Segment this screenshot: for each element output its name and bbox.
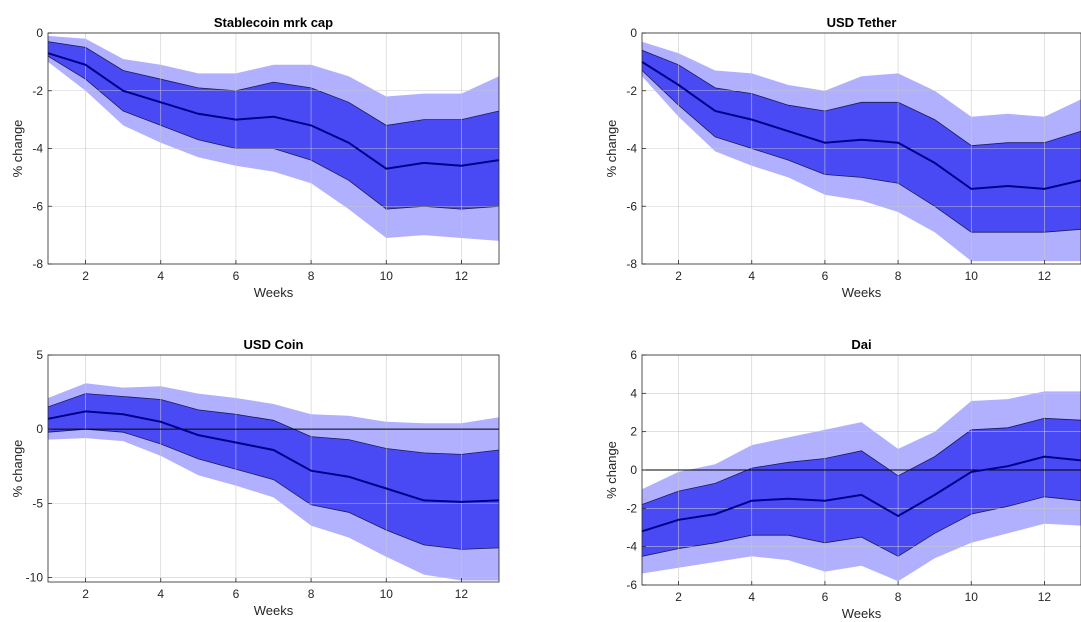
chart-0-ytick-label--4: -4 [32,142,43,156]
chart-1-xtick-label-10: 10 [965,269,979,283]
chart-2-ytick-label-5: 5 [36,348,43,362]
chart-2-xtick-label-12: 12 [455,587,469,601]
chart-2-inner-band-upper-edge [48,393,499,455]
chart-3-title: Dai [851,337,871,352]
chart-1-ytick-label--4: -4 [626,142,637,156]
chart-3-ytick-label-4: 4 [630,386,637,400]
chart-1-ylabel: % change [604,120,619,178]
chart-1-xtick-label-8: 8 [895,269,902,283]
chart-0-median-line [47,52,500,170]
chart-2-median-line [47,410,500,503]
chart-0-xtick-label-2: 2 [82,269,89,283]
chart-2-ytick-label--10: -10 [26,571,44,585]
chart-3-median-line [641,455,1081,533]
chart-0-xtick-label-4: 4 [157,269,164,283]
chart-3-xtick-label-6: 6 [822,590,829,604]
chart-2-xtick-label-6: 6 [233,587,240,601]
chart-2-ylabel: % change [10,440,25,498]
chart-1-inner-band-upper-edge [642,49,1081,147]
chart-3-ytick-label-6: 6 [630,348,637,362]
chart-2-axes-box [47,354,500,583]
chart-3-ytick-label--2: -2 [626,501,637,515]
chart-3-inner-band-lower-edge [642,496,1081,557]
chart-3-xtick-label-8: 8 [895,590,902,604]
chart-1-inner-band-lower-edge [642,70,1081,233]
panel-stablecoin-mrk-cap: 2 4 6 8 10 12 -8 -6 -4 -2 0 Stablecoin mrk cap Weeks… [10,15,500,300]
chart-0-xlabel: Weeks [254,285,294,300]
chart-0-ytick-label--8: -8 [32,257,43,271]
chart-1-ytick-label-0: 0 [630,26,637,40]
chart-1-ytick-label--2: -2 [626,84,637,98]
chart-3-inner-band-upper-edge [642,417,1081,505]
chart-2-xtick-label-4: 4 [157,587,164,601]
chart-3-ytick-label-2: 2 [630,425,637,439]
chart-3-xlabel: Weeks [842,606,882,621]
chart-0-ytick-label-0: 0 [36,26,43,40]
chart-1-ytick-label--6: -6 [626,199,637,213]
panel-usd-coin: 2 4 6 8 10 12 -10 -5 0 5 USD Coin Weeks % change [10,337,500,618]
chart-1-median-line [641,61,1081,190]
chart-2-inner-band-lower-edge [48,428,499,550]
chart-2-xtick-label-10: 10 [380,587,394,601]
panel-dai: 2 4 6 8 10 12 -6 -4 -2 0 2 4 6 Dai Weeks % change [604,337,1081,621]
chart-3-xtick-label-12: 12 [1038,590,1052,604]
chart-2-xtick-label-2: 2 [82,587,89,601]
chart-1-xtick-label-2: 2 [675,269,682,283]
chart-3-ytick-label-0: 0 [630,463,637,477]
chart-0-ylabel: % change [10,120,25,178]
chart-1-xtick-label-6: 6 [822,269,829,283]
chart-2-xlabel: Weeks [254,603,294,618]
chart-3-ytick-label--6: -6 [626,578,637,592]
chart-1-xlabel: Weeks [842,285,882,300]
chart-3-ytick-label--4: -4 [626,540,637,554]
chart-1-xtick-label-4: 4 [748,269,755,283]
chart-3-xtick-label-4: 4 [748,590,755,604]
chart-0-xtick-label-10: 10 [380,269,394,283]
chart-0-ytick-label--2: -2 [32,84,43,98]
chart-0-xtick-label-8: 8 [308,269,315,283]
chart-0-ytick-label--6: -6 [32,199,43,213]
panel-usd-tether: 2 4 6 8 10 12 -8 -6 -4 -2 0 USD Tether Weeks % change [604,15,1081,300]
chart-0-title: Stablecoin mrk cap [214,15,333,30]
chart-1-xtick-label-12: 12 [1038,269,1052,283]
chart-0-inner-band-upper-edge [48,41,499,126]
chart-2-ytick-label--5: -5 [32,496,43,510]
chart-2-ytick-label-0: 0 [36,422,43,436]
chart-1-ytick-label--8: -8 [626,257,637,271]
chart-3-xtick-label-10: 10 [965,590,979,604]
chart-0-xtick-label-6: 6 [233,269,240,283]
chart-1-title: USD Tether [827,15,897,30]
chart-2-title: USD Coin [244,337,304,352]
chart-2-xtick-label-8: 8 [308,587,315,601]
chart-0-xtick-label-12: 12 [455,269,469,283]
chart-3-xtick-label-2: 2 [675,590,682,604]
chart-3-ylabel: % change [604,441,619,499]
